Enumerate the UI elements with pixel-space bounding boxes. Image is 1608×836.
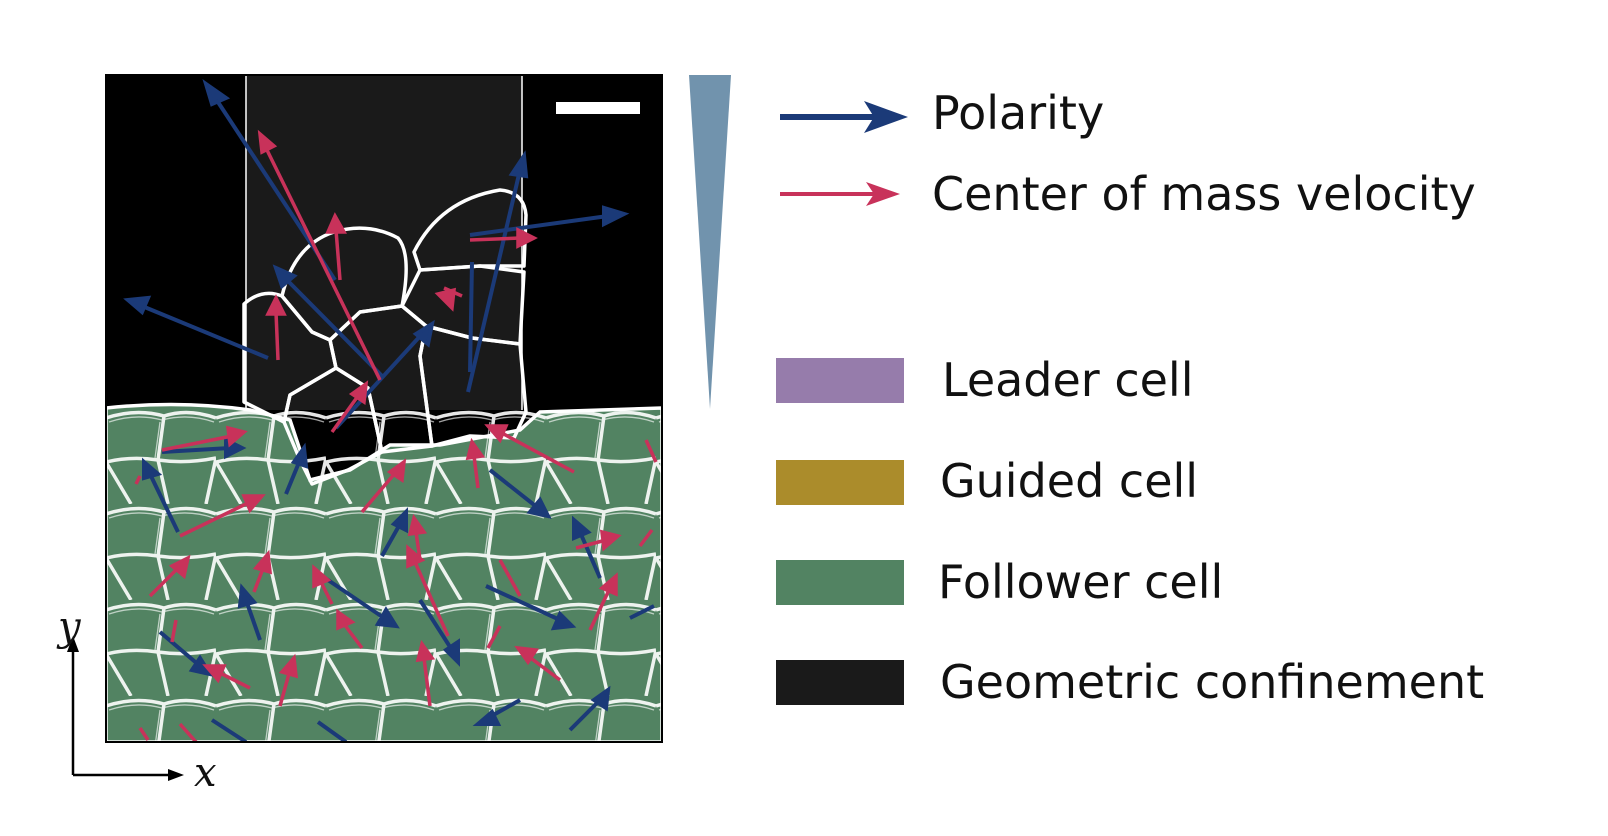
legend-item-confinement: Geometric confinement [776,655,1484,709]
leader-swatch [776,358,904,403]
legend-label-velocity: Center of mass velocity [932,167,1476,221]
legend-label-guided: Guided cell [940,454,1198,508]
leader-cell-shape [280,226,408,342]
polarity-arrow-icon [864,101,908,133]
gradient-wedge [689,75,731,409]
axis-label-x: x [194,750,217,796]
legend-item-velocity: Center of mass velocity [780,167,1476,221]
guided-cell [412,188,528,272]
legend: Polarity Center of mass velocity Leader … [776,86,1484,709]
velocity-arrow-icon [866,182,900,206]
guided-swatch [776,460,904,505]
legend-label-follower: Follower cell [938,555,1223,609]
legend-label-leader: Leader cell [942,353,1194,407]
confinement-swatch [776,660,904,705]
simulation-panel [106,75,662,742]
velocity-arrows [134,129,658,742]
legend-item-guided: Guided cell [776,454,1198,508]
legend-label-confinement: Geometric confinement [940,655,1484,709]
follower-cell-walls [106,408,662,742]
axis-label-y: y [56,604,82,650]
x-arrowhead [168,769,184,781]
channel [246,75,522,410]
scale-bar [556,102,640,114]
legend-item-follower: Follower cell [776,555,1223,609]
axes-indicator: y x [56,604,217,796]
legend-label-polarity: Polarity [932,86,1104,140]
panel-border [105,74,663,743]
legend-item-leader: Leader cell [776,353,1194,407]
polarity-arrows [123,79,655,742]
follower-swatch [776,560,904,605]
legend-item-polarity: Polarity [780,86,1104,140]
y-arrowhead [67,636,79,652]
